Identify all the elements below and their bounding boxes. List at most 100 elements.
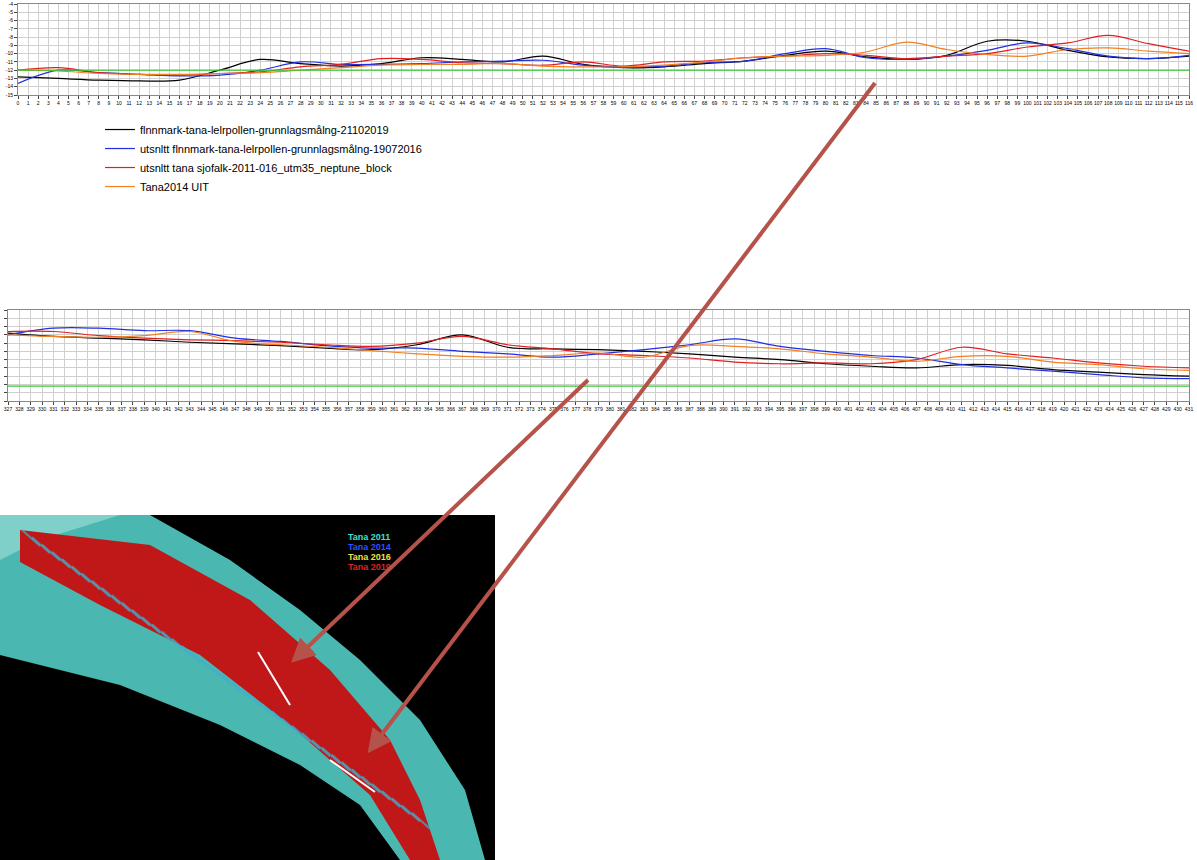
svg-text:89: 89 [914,100,920,106]
svg-text:Tana 2016: Tana 2016 [348,552,391,562]
svg-text:412: 412 [969,406,978,412]
svg-text:341: 341 [163,406,172,412]
svg-text:423: 423 [1094,406,1103,412]
svg-text:49: 49 [510,100,516,106]
svg-text:0: 0 [17,100,20,106]
svg-text:353: 353 [299,406,308,412]
svg-text:369: 369 [481,406,490,412]
svg-text:60: 60 [621,100,627,106]
svg-text:426: 426 [1128,406,1137,412]
svg-text:76: 76 [782,100,788,106]
svg-text:379: 379 [594,406,603,412]
svg-text:40: 40 [419,100,425,106]
svg-text:394: 394 [765,406,774,412]
svg-text:31: 31 [328,100,334,106]
svg-text:68: 68 [702,100,708,106]
svg-text:-4: -4 [9,1,14,7]
svg-text:4: 4 [57,100,60,106]
svg-text:346: 346 [220,406,229,412]
svg-text:39: 39 [409,100,415,106]
svg-text:42: 42 [439,100,445,106]
svg-text:431: 431 [1185,406,1194,412]
svg-text:343: 343 [186,406,195,412]
svg-text:429: 429 [1162,406,1171,412]
svg-text:342: 342 [174,406,183,412]
svg-text:345: 345 [208,406,217,412]
svg-text:355: 355 [322,406,331,412]
svg-text:419: 419 [1049,406,1058,412]
svg-text:104: 104 [1064,100,1073,106]
svg-text:111: 111 [1135,100,1143,106]
svg-text:396: 396 [787,406,796,412]
svg-text:363: 363 [413,406,422,412]
svg-text:340: 340 [151,406,160,412]
svg-text:96: 96 [984,100,990,106]
svg-text:32: 32 [338,100,344,106]
svg-text:34: 34 [358,100,364,106]
svg-text:63: 63 [651,100,657,106]
svg-text:85: 85 [873,100,879,106]
svg-text:106: 106 [1084,100,1093,106]
svg-text:57: 57 [591,100,597,106]
svg-text:370: 370 [492,406,501,412]
svg-text:21: 21 [227,100,233,106]
svg-text:410: 410 [946,406,955,412]
svg-text:15: 15 [167,100,173,106]
svg-text:102: 102 [1043,100,1052,106]
svg-text:65: 65 [671,100,677,106]
svg-text:3: 3 [47,100,50,106]
svg-text:330: 330 [38,406,47,412]
svg-text:352: 352 [288,406,297,412]
svg-text:404: 404 [878,406,887,412]
svg-text:351: 351 [276,406,285,412]
svg-text:92: 92 [944,100,950,106]
svg-text:90: 90 [924,100,930,106]
svg-text:418: 418 [1037,406,1046,412]
svg-text:80: 80 [823,100,829,106]
svg-text:-7: -7 [9,26,14,32]
svg-text:78: 78 [803,100,809,106]
svg-text:395: 395 [776,406,785,412]
svg-text:427: 427 [1139,406,1148,412]
svg-text:425: 425 [1117,406,1126,412]
svg-text:361: 361 [390,406,399,412]
svg-text:407: 407 [912,406,921,412]
svg-text:103: 103 [1054,100,1063,106]
svg-text:112: 112 [1145,100,1153,106]
svg-text:1: 1 [27,100,30,106]
svg-text:357: 357 [344,406,353,412]
svg-text:64: 64 [661,100,667,106]
svg-text:84: 84 [863,100,869,106]
svg-text:406: 406 [901,406,910,412]
svg-text:116: 116 [1185,100,1193,106]
svg-text:82: 82 [843,100,849,106]
svg-text:385: 385 [662,406,671,412]
svg-text:114: 114 [1165,100,1173,106]
svg-text:98: 98 [1005,100,1011,106]
svg-text:331: 331 [49,406,58,412]
svg-text:388: 388 [697,406,706,412]
svg-text:12: 12 [136,100,142,106]
svg-text:360: 360 [379,406,388,412]
svg-text:23: 23 [247,100,253,106]
svg-text:339: 339 [140,406,149,412]
svg-text:56: 56 [581,100,587,106]
svg-text:74: 74 [762,100,768,106]
svg-text:81: 81 [833,100,839,106]
svg-text:flnnmark-tana-lelrpollen-grunn: flnnmark-tana-lelrpollen-grunnlagsmålng-… [140,124,389,136]
svg-text:391: 391 [731,406,740,412]
svg-text:95: 95 [974,100,980,106]
svg-text:10: 10 [116,100,122,106]
svg-text:350: 350 [265,406,274,412]
svg-text:-9: -9 [9,42,14,48]
svg-text:393: 393 [753,406,762,412]
svg-text:33: 33 [348,100,354,106]
svg-text:8: 8 [97,100,100,106]
svg-text:386: 386 [674,406,683,412]
svg-text:50: 50 [520,100,526,106]
svg-text:Tana 2019: Tana 2019 [348,562,391,572]
svg-text:11: 11 [126,100,131,106]
svg-text:378: 378 [583,406,592,412]
svg-text:-14: -14 [6,83,13,89]
svg-text:28: 28 [298,100,304,106]
